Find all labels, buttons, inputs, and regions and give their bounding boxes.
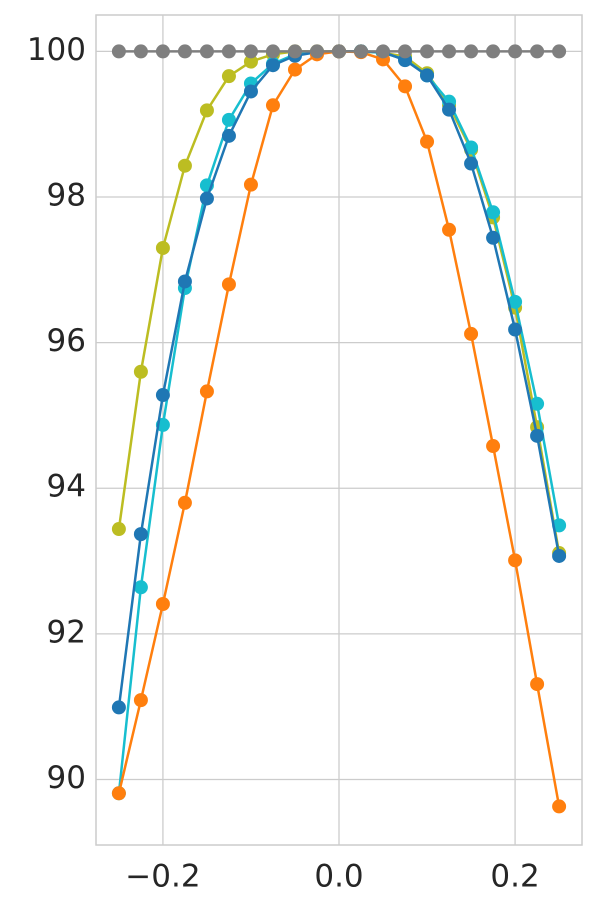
point (464, 326, 479, 341)
y-tick-label: 90 (47, 760, 86, 796)
point (155, 597, 170, 612)
point (354, 44, 369, 59)
point (486, 205, 501, 220)
point (221, 69, 236, 84)
point (552, 548, 567, 563)
y-tick-label: 96 (47, 323, 86, 359)
point (199, 44, 214, 59)
point (552, 44, 567, 59)
point (530, 428, 545, 443)
point (442, 102, 457, 117)
point (199, 384, 214, 399)
point (133, 693, 148, 708)
x-tick-label: −0.2 (125, 859, 200, 895)
point (486, 439, 501, 454)
point (243, 44, 258, 59)
point (464, 140, 479, 155)
point (221, 277, 236, 292)
y-tick-label: 94 (47, 469, 86, 505)
point (221, 44, 236, 59)
point (486, 44, 501, 59)
point (464, 44, 479, 59)
point (530, 677, 545, 692)
point (133, 44, 148, 59)
point (552, 518, 567, 533)
point (287, 44, 302, 59)
plot-frame (95, 14, 583, 846)
point (155, 240, 170, 255)
point (265, 98, 280, 113)
point (111, 522, 126, 537)
y-tick-label: 98 (47, 178, 86, 214)
point (530, 396, 545, 411)
point (221, 128, 236, 143)
point (442, 222, 457, 237)
point (508, 44, 523, 59)
point (332, 44, 346, 59)
point (530, 44, 545, 59)
point (398, 79, 413, 94)
point (287, 62, 302, 77)
point (464, 156, 479, 171)
point (243, 177, 258, 192)
point (199, 191, 214, 206)
point (309, 44, 324, 59)
point (376, 44, 391, 59)
point (221, 112, 236, 127)
point (552, 799, 567, 814)
point (133, 364, 148, 379)
point (155, 388, 170, 403)
point (398, 44, 413, 59)
point (442, 44, 457, 59)
point (177, 274, 192, 289)
x-tick-label: 0.2 (490, 859, 539, 895)
point (486, 230, 501, 245)
point (420, 134, 435, 149)
point (243, 84, 258, 99)
point (111, 44, 126, 59)
point (133, 580, 148, 595)
point (508, 553, 523, 568)
point (111, 700, 126, 715)
point (199, 103, 214, 118)
point (265, 58, 280, 73)
point (133, 527, 148, 542)
point (508, 322, 523, 337)
point (177, 44, 192, 59)
point (420, 68, 435, 83)
point (508, 294, 523, 309)
x-tick-label: 0.0 (314, 859, 363, 895)
point (155, 44, 170, 59)
point (177, 158, 192, 173)
point (265, 44, 280, 59)
y-tick-label: 100 (27, 32, 86, 68)
point (243, 54, 258, 69)
y-tick-label: 92 (47, 614, 86, 650)
point (111, 786, 126, 801)
point (177, 495, 192, 510)
point (420, 44, 435, 59)
